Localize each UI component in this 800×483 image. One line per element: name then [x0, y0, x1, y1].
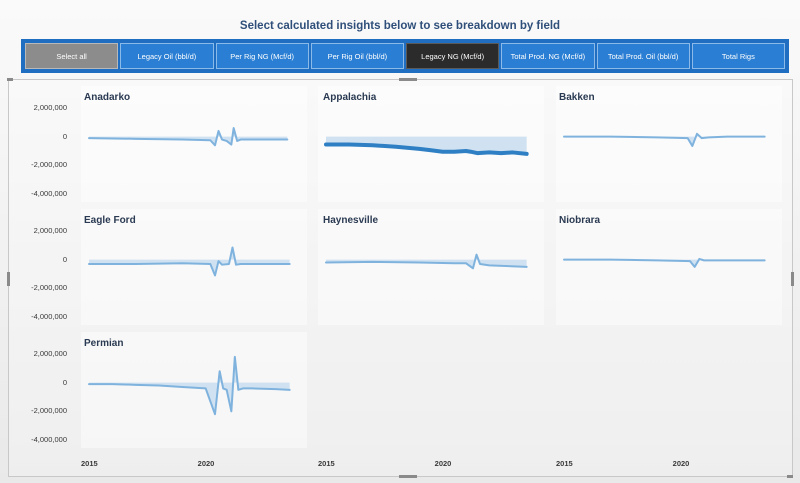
- line-chart-niobrara[interactable]: [563, 231, 774, 317]
- chart-title-eagle-ford: Eagle Ford: [84, 215, 136, 226]
- line-chart-bakken[interactable]: [563, 108, 774, 194]
- line-chart-anadarko[interactable]: [88, 108, 299, 194]
- series-line: [324, 142, 529, 156]
- panel-background: [556, 86, 782, 202]
- chart-title-haynesville: Haynesville: [323, 215, 379, 226]
- line-chart-permian[interactable]: [88, 354, 299, 440]
- y-tick-label: -4,000,000: [31, 189, 67, 198]
- series-line: [88, 246, 291, 277]
- slicer-button-per-rig-oil-bbl-d[interactable]: Per Rig Oil (bbl/d): [310, 43, 404, 69]
- chart-title-anadarko: Anadarko: [84, 92, 131, 103]
- series-line: [563, 132, 766, 147]
- series-band: [564, 133, 765, 146]
- y-tick-label: -2,000,000: [31, 160, 67, 170]
- series-line: [88, 127, 289, 147]
- slicer-button-legacy-ng-mcf-d[interactable]: Legacy NG (Mcf/d): [406, 43, 500, 69]
- x-tick-label: 2020: [197, 459, 215, 468]
- handle-top[interactable]: [399, 78, 417, 81]
- handle-top-left[interactable]: [7, 78, 13, 81]
- series-band: [89, 356, 290, 415]
- slicer-button-per-rig-ng-mcf-d[interactable]: Per Rig NG (Mcf/d): [215, 43, 309, 69]
- slicer-button-total-prod-oil-bbl-d[interactable]: Total Prod. Oil (bbl/d): [596, 43, 690, 69]
- panel-background: [556, 209, 782, 325]
- series-line: [563, 257, 766, 268]
- series-band: [89, 128, 288, 146]
- y-tick-label: 0: [62, 131, 67, 141]
- x-tick-label: 2020: [434, 459, 452, 468]
- y-tick-label: -2,000,000: [31, 283, 67, 293]
- y-tick-label: 0: [62, 377, 67, 387]
- x-tick-label: 2020: [672, 459, 690, 468]
- y-tick-label: 2,000,000: [33, 349, 67, 358]
- slicer-button-select-all[interactable]: Select all: [25, 43, 119, 69]
- y-tick-label: -4,000,000: [31, 435, 67, 444]
- handle-bottom[interactable]: [399, 475, 417, 478]
- page-title: Select calculated insights below to see …: [239, 20, 561, 32]
- y-tick-label: -2,000,000: [31, 406, 67, 416]
- panel-background: [81, 209, 307, 325]
- insight-slicer: Select all Legacy Oil (bbl/d) Per Rig NG (…: [21, 39, 789, 73]
- line-chart-eagle-ford[interactable]: [88, 231, 299, 317]
- x-tick-label: 2015: [556, 459, 573, 468]
- x-tick-label: 2015: [318, 459, 335, 468]
- chart-title-niobrara: Niobrara: [559, 215, 601, 226]
- y-tick-label: 2,000,000: [33, 103, 67, 112]
- y-tick-label: -4,000,000: [31, 312, 67, 321]
- y-tick-label: 0: [62, 254, 67, 264]
- handle-right[interactable]: [791, 272, 794, 286]
- handle-left[interactable]: [7, 272, 10, 286]
- chart-title-bakken: Bakken: [559, 92, 595, 103]
- handle-bottom-right[interactable]: [787, 475, 793, 478]
- line-chart-appalachia[interactable]: [324, 108, 536, 194]
- x-tick-label: 2015: [81, 459, 98, 468]
- small-multiples-visual[interactable]: 2,000,000 0 -2,000,000 -4,000,000 2,000,000 0…: [7, 78, 794, 478]
- series-band: [326, 136, 527, 154]
- panel-background: [81, 86, 307, 202]
- panel-background: [81, 332, 307, 448]
- line-chart-haynesville[interactable]: [325, 231, 536, 317]
- slicer-button-total-rigs[interactable]: Total Rigs: [691, 43, 785, 69]
- series-band: [89, 247, 290, 276]
- chart-title-appalachia: Appalachia: [323, 92, 377, 103]
- series-line: [88, 355, 291, 416]
- chart-title-permian: Permian: [84, 338, 124, 349]
- slicer-button-total-prod-ng-mcf-d[interactable]: Total Prod. NG (Mcf/d): [501, 43, 595, 69]
- series-line: [325, 253, 528, 270]
- slicer-button-legacy-oil-bbl-d[interactable]: Legacy Oil (bbl/d): [120, 43, 214, 69]
- y-tick-label: 2,000,000: [33, 226, 67, 235]
